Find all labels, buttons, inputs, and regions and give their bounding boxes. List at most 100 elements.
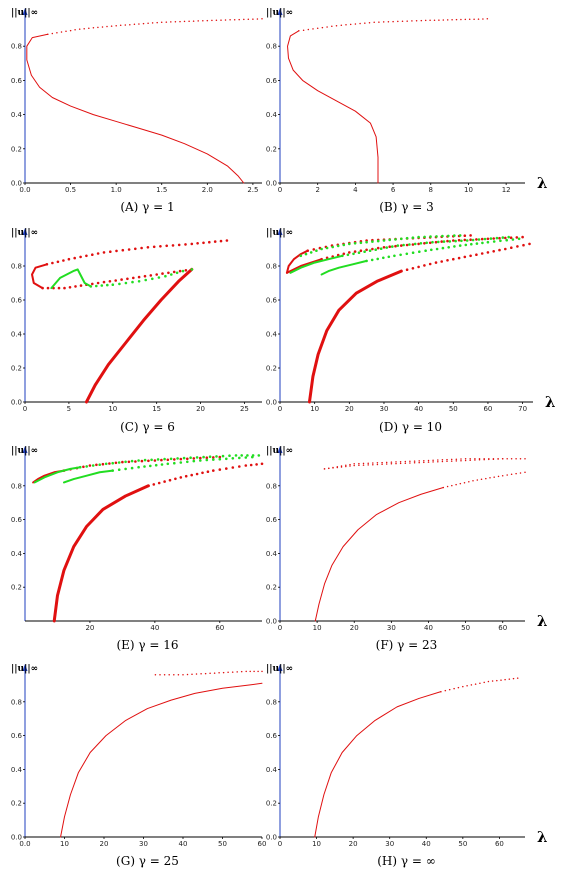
red-point [340,465,343,467]
green-point [95,284,98,288]
red-point [399,460,402,463]
green-point [394,238,397,241]
red-point [362,462,365,465]
green-point [228,454,231,458]
x-tick-label: 50 [218,840,227,848]
green-point [405,252,409,256]
green-point [371,240,374,243]
red-point [457,238,461,242]
red-point [159,674,161,676]
red-point [463,481,466,484]
red-point [469,238,472,241]
red-point [208,240,211,244]
red-point [411,20,413,22]
green-point [441,246,445,250]
red-point [143,274,147,278]
green-point [413,242,417,246]
red-point [306,249,310,252]
red-point [195,472,199,476]
red-point [405,268,409,272]
red-point [209,672,211,675]
red-solid-branch [285,249,309,274]
red-point [491,680,494,682]
red-solid-branch [52,484,150,623]
red-point [498,248,501,252]
y-tick-label: 0.8 [266,43,277,51]
red-point [167,271,170,275]
x-tick-label: 60 [215,624,224,632]
red-point [483,681,485,684]
red-point [469,234,472,237]
red-point [231,466,235,469]
red-point [212,469,215,472]
y-axis-label: ||u||∞ [266,8,293,18]
green-point [169,457,173,461]
green-point [202,455,205,459]
red-point [446,458,448,461]
red-point [115,24,117,27]
x-tick-label: 60 [498,624,507,632]
y-tick-label: 0.0 [11,180,22,188]
red-point [312,248,316,251]
red-point [173,674,175,676]
green-point [477,238,481,241]
red-point [359,22,361,25]
y-axis-label: ||u||∞ [266,446,293,456]
panel-caption: (H) γ = ∞ [377,854,436,868]
red-solid-branch [287,30,379,184]
red-point [120,278,123,281]
green-point [425,241,429,245]
red-point [506,458,508,460]
red-point [427,461,430,463]
green-point [106,283,109,287]
green-point [89,285,93,288]
red-point [420,19,423,22]
red-point [451,19,453,21]
red-point [468,480,470,483]
red-point [336,465,339,468]
x-tick-label: 10 [108,405,117,413]
x-tick-label: 0 [278,624,282,632]
red-point [257,670,259,673]
red-point [473,18,475,20]
red-point [102,280,106,284]
green-point [379,247,383,250]
red-point [510,458,513,460]
green-point [163,457,166,461]
red-point [91,253,94,256]
red-point [249,463,253,467]
green-solid-branch [289,254,344,274]
red-point [401,20,404,22]
y-tick-label: 0.8 [11,698,22,706]
x-tick-label: 30 [380,405,389,413]
red-point [197,20,199,22]
green-point [464,243,468,247]
red-point [192,20,195,22]
x-tick-label: 60 [483,405,492,413]
red-point [381,461,383,464]
red-point [367,464,369,466]
red-point [91,282,94,286]
x-tick-label: 2.5 [247,186,258,194]
green-solid-branch [62,469,114,484]
red-point [519,472,522,474]
green-point [348,242,351,246]
y-axis-label: ||u||∞ [266,664,293,674]
red-point [460,459,462,462]
y-tick-label: 0.2 [11,145,22,153]
x-tick-label: 15 [152,405,161,413]
green-point [137,280,141,283]
red-point [173,458,176,461]
red-point [367,462,369,464]
red-point [362,464,365,466]
red-point [448,688,451,691]
green-point [137,465,140,469]
panel-caption: (E) γ = 16 [116,638,178,652]
green-point [85,465,88,468]
red-point [498,236,501,240]
red-point [151,22,154,24]
y-tick-label: 0.4 [11,766,23,774]
red-point [88,27,90,29]
x-tick-label: 40 [150,624,159,632]
